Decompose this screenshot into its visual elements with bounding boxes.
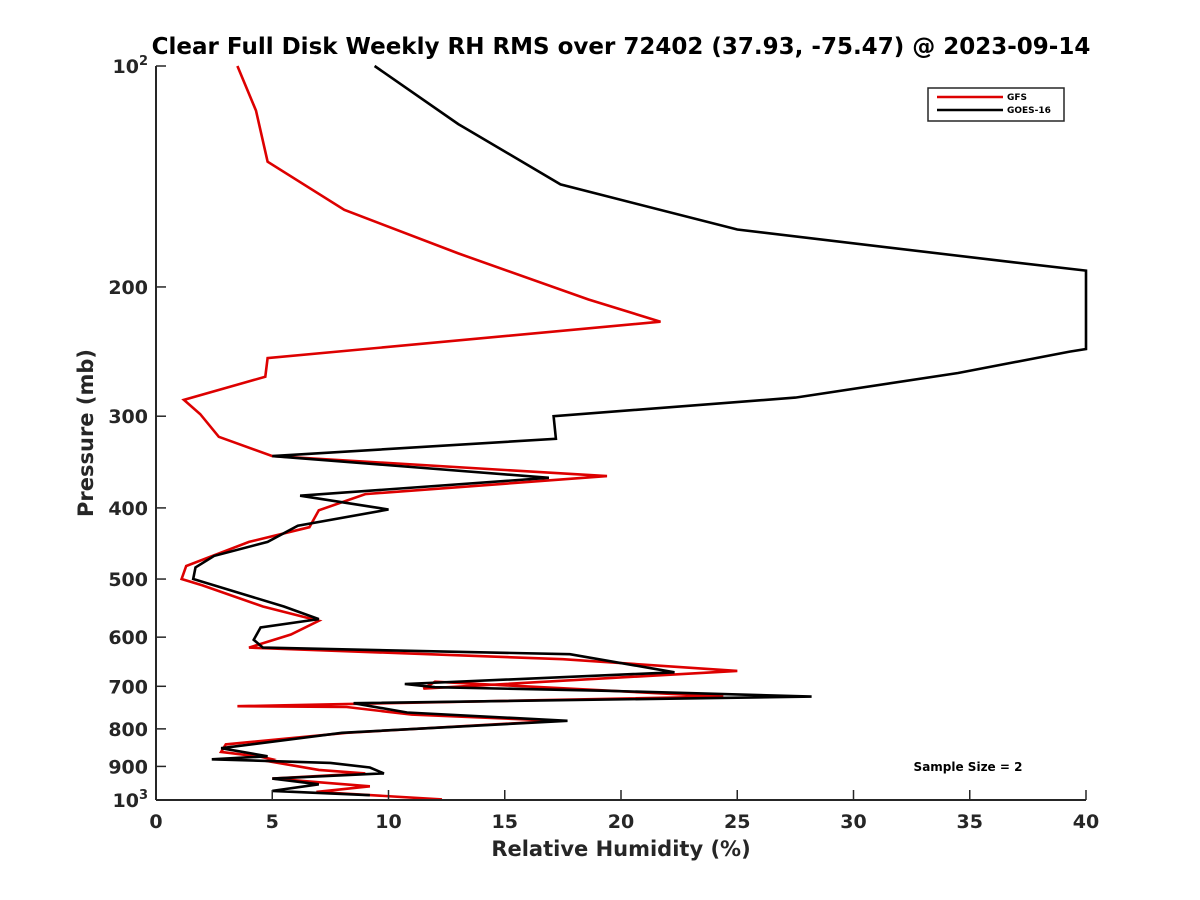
legend-label-goes16: GOES-16 bbox=[1007, 106, 1051, 116]
legend: GFS GOES-16 bbox=[927, 87, 1065, 122]
legend-label-gfs: GFS bbox=[1007, 93, 1027, 103]
series-layer bbox=[179, 64, 1088, 801]
y-tick-label: 500 bbox=[108, 569, 148, 591]
x-tick-label: 5 bbox=[266, 811, 279, 833]
x-axis-label: Relative Humidity (%) bbox=[491, 837, 750, 861]
chart-title: Clear Full Disk Weekly RH RMS over 72402… bbox=[152, 34, 1091, 60]
y-tick-label: 600 bbox=[108, 627, 148, 649]
x-tick-label: 15 bbox=[492, 811, 518, 833]
x-tick-label: 40 bbox=[1073, 811, 1099, 833]
x-tick-label: 20 bbox=[608, 811, 634, 833]
ticks-layer: 0 5 10 15 20 25 30 35 40 102 200 300 400 500 600 700 800… bbox=[108, 54, 1099, 833]
y-tick-label: 800 bbox=[108, 719, 148, 741]
x-tick-label: 30 bbox=[840, 811, 866, 833]
x-tick-label: 35 bbox=[957, 811, 983, 833]
legend-box bbox=[927, 87, 1065, 122]
y-tick-label: 900 bbox=[108, 756, 148, 778]
series-line-goes16 bbox=[191, 64, 1088, 797]
x-tick-label: 10 bbox=[375, 811, 401, 833]
y-tick-label: 300 bbox=[108, 406, 148, 428]
y-tick-label: 102 bbox=[113, 54, 149, 78]
y-tick-label: 200 bbox=[108, 277, 148, 299]
x-tick-label: 0 bbox=[149, 811, 162, 833]
series-line-gfs bbox=[179, 65, 738, 801]
sample-size-annotation: Sample Size = 2 bbox=[914, 760, 1023, 774]
y-tick-label: 700 bbox=[108, 676, 148, 698]
y-axis-label: Pressure (mb) bbox=[74, 349, 98, 517]
y-tick-label: 103 bbox=[113, 788, 149, 812]
x-tick-label: 25 bbox=[724, 811, 750, 833]
y-tick-label: 400 bbox=[108, 498, 148, 520]
